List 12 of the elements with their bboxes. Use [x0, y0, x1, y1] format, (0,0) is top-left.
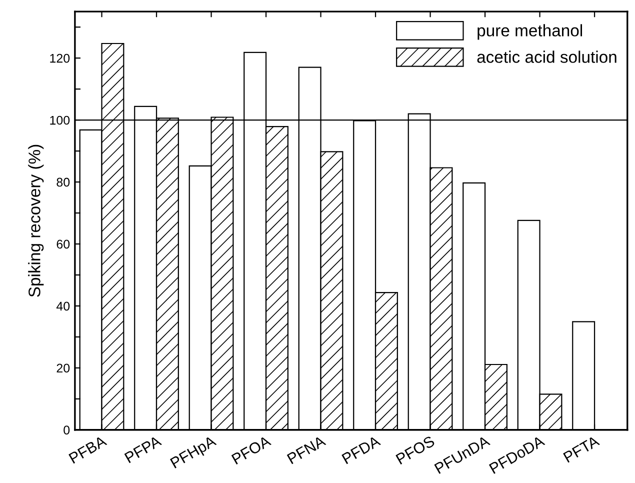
legend-label: pure methanol	[478, 24, 582, 40]
y-tick-label: 60	[56, 240, 70, 249]
y-tick-label: 120	[50, 54, 70, 63]
y-axis-title: Spiking recovery (%)	[28, 144, 44, 297]
y-tick-label: 80	[56, 178, 70, 187]
y-tick-label: 20	[56, 364, 70, 373]
x-tick-label: PFPA	[124, 435, 162, 464]
legend-label: acetic acid solution	[477, 50, 616, 63]
x-tick-label: PFTA	[563, 435, 600, 463]
y-tick-label: 40	[56, 302, 70, 311]
y-tick-label: 100	[50, 116, 70, 125]
y-tick-label: 0	[64, 426, 70, 435]
